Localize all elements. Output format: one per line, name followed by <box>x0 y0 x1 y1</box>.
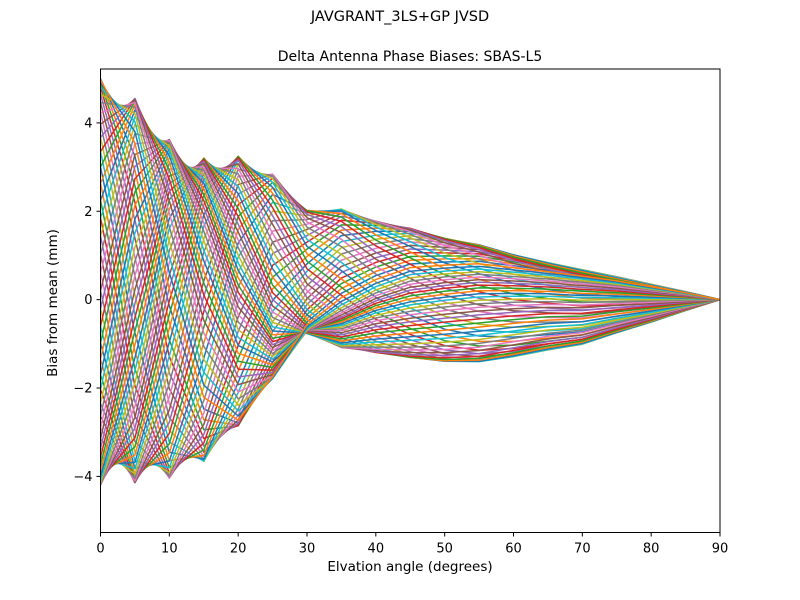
series-line <box>100 86 720 412</box>
x-tick-label: 20 <box>230 542 247 557</box>
chart-subtitle: Delta Antenna Phase Biases: SBAS-L5 <box>277 49 543 65</box>
series-line <box>100 144 720 361</box>
series-line <box>100 115 720 360</box>
y-tick-label: 2 <box>84 205 92 220</box>
x-tick-label: 90 <box>712 542 729 557</box>
series-line <box>100 160 720 450</box>
y-axis-label: Bias from mean (mm) <box>45 229 61 377</box>
series-line <box>100 97 720 378</box>
x-tick-label: 70 <box>574 542 591 557</box>
series-line <box>100 78 720 421</box>
series-line <box>100 162 720 440</box>
x-tick-label: 60 <box>505 542 522 557</box>
series-line <box>100 109 720 363</box>
series-line <box>100 158 720 458</box>
series-line <box>100 123 720 358</box>
series-line <box>100 141 720 344</box>
x-tick-label: 30 <box>299 542 316 557</box>
series-line <box>100 162 720 418</box>
series-line <box>100 147 720 376</box>
series-line <box>100 81 720 417</box>
x-axis-label: Elvation angle (degrees) <box>327 559 493 575</box>
y-tick-label: 0 <box>84 293 92 308</box>
series-line <box>100 152 720 391</box>
series-line <box>100 139 720 343</box>
series-line <box>100 165 720 429</box>
series-line <box>100 100 720 369</box>
axes-spines <box>100 68 721 533</box>
series-line <box>100 101 720 393</box>
series-line <box>100 93 720 407</box>
y-tick-label: 4 <box>84 116 92 131</box>
y-tick-label: −2 <box>73 382 92 397</box>
series-line <box>100 139 720 352</box>
series-line <box>100 138 720 349</box>
x-tick-label: 40 <box>368 542 385 557</box>
series-line <box>100 138 720 346</box>
series-line <box>100 132 720 355</box>
series-line <box>100 104 720 366</box>
y-tick-label: −4 <box>73 470 92 485</box>
series-line <box>100 98 720 371</box>
x-tick-label: 50 <box>436 542 453 557</box>
chart-title: JAVGRANT_3LS+GP JVSD <box>310 9 490 25</box>
series-line <box>100 157 720 466</box>
x-tick-label: 10 <box>161 542 178 557</box>
series-line <box>100 156 720 405</box>
series-line <box>100 98 720 386</box>
x-tick-label: 80 <box>643 542 660 557</box>
x-tick-label: 0 <box>96 542 104 557</box>
series-line <box>100 101 720 400</box>
